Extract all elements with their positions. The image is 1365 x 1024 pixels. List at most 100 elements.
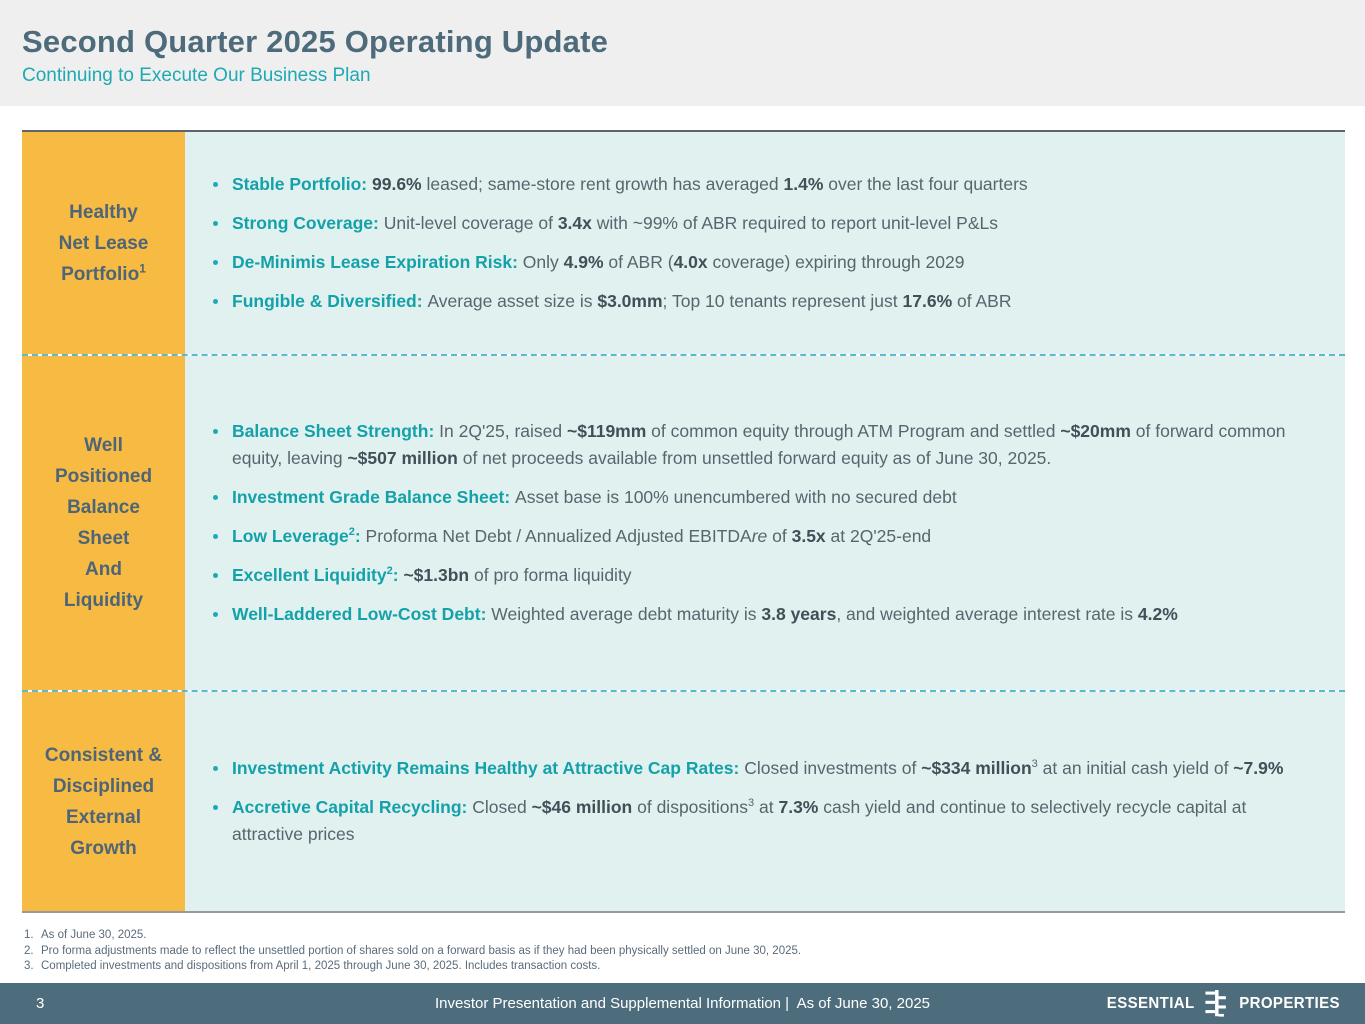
text-segment: Low Leverage [232, 526, 349, 546]
slide-header: Second Quarter 2025 Operating Update Con… [0, 0, 1365, 106]
row-label-cell: Consistent & Disciplined External Growth [22, 692, 185, 911]
text-segment: Asset base is 100% unencumbered with no … [515, 487, 957, 507]
footnotes: 1. As of June 30, 2025. 2. Pro forma adjust… [24, 928, 1344, 975]
row-label-cell: Well Positioned Balance Sheet And Liquidity [22, 356, 185, 690]
text-segment: Weighted average debt maturity is [491, 604, 762, 624]
text-segment: Strong Coverage: [232, 213, 384, 233]
bullet-dot-icon [213, 495, 218, 500]
page-number: 3 [36, 995, 45, 1012]
text-segment: ~$46 million [531, 797, 633, 817]
footnote: 3. Completed investments and dispositions… [24, 959, 1344, 975]
bullet-text: De-Minimis Lease Expiration Risk: Only 4… [226, 249, 964, 276]
text-segment: of ABR [952, 291, 1012, 311]
bullet-dot-icon [213, 573, 218, 578]
text-segment: coverage) expiring through 2029 [707, 252, 965, 272]
text-segment: $3.0mm [597, 291, 663, 311]
bullet-text: Stable Portfolio: 99.6% leased; same-sto… [226, 171, 1028, 198]
bullet-item: Investment Grade Balance Sheet: Asset ba… [205, 484, 1315, 511]
text-segment: at 2Q'25-end [825, 526, 932, 546]
text-segment: Fungible & Diversified: [232, 291, 428, 311]
text-segment: Investment Grade Balance Sheet: [232, 487, 516, 507]
superscript: 2 [386, 565, 393, 578]
text-segment: ~$507 million [347, 448, 458, 468]
label-line: Well [84, 435, 123, 456]
row-label: Healthy Net Lease Portfolio1 [59, 197, 149, 290]
bullet-item: Investment Activity Remains Healthy at A… [205, 755, 1315, 782]
bullet-text: Balance Sheet Strength: In 2Q'25, raised… [226, 418, 1315, 472]
bullet-item: Low Leverage2: Proforma Net Debt / Annua… [205, 523, 1315, 550]
row-content-cell: Balance Sheet Strength: In 2Q'25, raised… [185, 356, 1345, 690]
footnote: 2. Pro forma adjustments made to reflect … [24, 944, 1344, 960]
label-line: Healthy [69, 201, 138, 223]
text-segment: 4.0x [673, 252, 708, 272]
text-segment: 3.4x [557, 213, 592, 233]
text-segment: Unit-level coverage of [383, 213, 558, 233]
summary-table: Healthy Net Lease Portfolio1 Stable Portfol… [22, 130, 1345, 913]
bullet-text: Excellent Liquidity2: ~$1.3bn of pro for… [226, 562, 632, 589]
label-line: External [66, 806, 141, 828]
text-segment: ~$1.3bn [403, 565, 470, 585]
row-label: Consistent & Disciplined External Growth [45, 740, 162, 864]
text-segment: ; Top 10 tenants represent just [662, 291, 903, 311]
row-label-cell: Healthy Net Lease Portfolio1 [22, 132, 185, 354]
text-segment: Balance Sheet Strength: [232, 421, 440, 441]
text-segment: : [354, 526, 366, 546]
text-segment: Investment Activity Remains Healthy at A… [232, 758, 745, 778]
text-segment: Accretive Capital Recycling: [232, 797, 473, 817]
text-segment: , and weighted average interest rate is [836, 604, 1138, 624]
footnote-text: Pro forma adjustments made to reflect th… [41, 944, 802, 957]
text-segment: of [767, 526, 792, 546]
footnote-number: 2. [24, 944, 34, 957]
text-segment: Excellent Liquidity [232, 565, 387, 585]
bullet-dot-icon [213, 299, 218, 304]
text-segment: ~$334 million [921, 758, 1032, 778]
slide-subtitle: Continuing to Execute Our Business Plan [22, 65, 371, 86]
text-segment: of common equity through ATM Program and… [646, 421, 1061, 441]
superscript: 3 [1031, 758, 1038, 771]
text-segment: 99.6% [372, 174, 422, 194]
text-segment: Well-Laddered Low-Cost Debt: [232, 604, 492, 624]
label-line: Balance [67, 497, 140, 518]
bullet-item: Excellent Liquidity2: ~$1.3bn of pro for… [205, 562, 1315, 589]
bullet-text: Investment Activity Remains Healthy at A… [226, 755, 1283, 782]
footnote: 1. As of June 30, 2025. [24, 928, 1344, 944]
text-segment: 3.5x [791, 526, 826, 546]
text-segment: 4.2% [1137, 604, 1178, 624]
bullet-item: Well-Laddered Low-Cost Debt: Weighted av… [205, 601, 1315, 628]
text-segment: at [754, 797, 779, 817]
text-segment: of forward common equity, leaving [232, 421, 1286, 468]
bullet-dot-icon [213, 805, 218, 810]
text-segment: Closed [472, 797, 532, 817]
text-segment: : [392, 565, 404, 585]
label-line: Portfolio1 [61, 261, 146, 285]
row-label: Well Positioned Balance Sheet And Liquidity [55, 430, 152, 616]
bullet-item: Accretive Capital Recycling: Closed ~$46… [205, 794, 1315, 848]
footer-caption: Investor Presentation and Supplemental I… [434, 995, 931, 1012]
text-segment: 3.8 years [761, 604, 837, 624]
label-line: Consistent & [44, 744, 163, 766]
bullet-item: Balance Sheet Strength: In 2Q'25, raised… [205, 418, 1315, 472]
bullet-text: Well-Laddered Low-Cost Debt: Weighted av… [226, 601, 1178, 628]
bullet-dot-icon [213, 221, 218, 226]
footer-bar: 3 Investor Presentation and Supplemental… [0, 983, 1365, 1024]
table-row: Consistent & Disciplined External Growth Inv… [22, 690, 1345, 911]
text-segment: Proforma Net Debt / Annualized Adjusted … [365, 526, 752, 546]
logo-text-essential: ESSENTIAL [1107, 994, 1196, 1012]
text-segment: re [751, 526, 768, 546]
essential-properties-logo-icon [1205, 990, 1226, 1017]
text-segment: over the last four quarters [823, 174, 1028, 194]
bullet-dot-icon [213, 429, 218, 434]
bullet-text: Accretive Capital Recycling: Closed ~$46… [226, 794, 1315, 848]
text-segment: Closed investments of [744, 758, 922, 778]
text-segment: 4.9% [563, 252, 604, 272]
label-line: Positioned [54, 466, 153, 487]
text-segment: 7.3% [778, 797, 819, 817]
text-segment: of pro forma liquidity [469, 565, 632, 585]
company-logo: ESSENTIAL PROPERTIES [1104, 983, 1343, 1024]
table-row: Well Positioned Balance Sheet And Liquidity Ba… [22, 354, 1345, 690]
text-segment: 1.4% [783, 174, 824, 194]
text-segment: 17.6% [902, 291, 953, 311]
bullet-item: Strong Coverage: Unit-level coverage of … [205, 210, 1315, 237]
text-segment: cash yield and continue to selectively r… [232, 797, 1247, 844]
bullet-text: Strong Coverage: Unit-level coverage of … [226, 210, 998, 237]
